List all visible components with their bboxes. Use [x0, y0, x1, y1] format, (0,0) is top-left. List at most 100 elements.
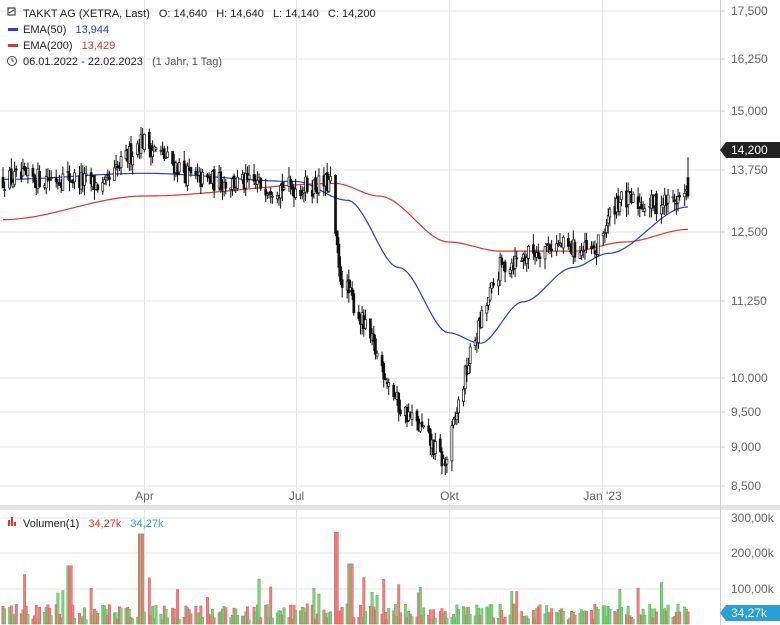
- price-badge-text: 14,200: [731, 143, 768, 157]
- volume-bar: [23, 574, 27, 625]
- candle-body: [13, 171, 16, 185]
- candle-body: [427, 425, 430, 432]
- volume-bar: [142, 611, 146, 625]
- volume-bar: [26, 614, 30, 625]
- candle-body: [678, 195, 682, 198]
- candle-body: [21, 168, 25, 177]
- candle-body: [31, 167, 35, 177]
- candle-body: [206, 174, 209, 178]
- svg-text:EMA(200) 13,429: EMA(200) 13,429: [23, 40, 115, 52]
- candle-body: [485, 305, 489, 314]
- candle-body: [103, 179, 106, 184]
- candle-body: [147, 131, 151, 149]
- candle-body: [468, 346, 472, 364]
- svg-text:Volumen(1) 34,27k: Volumen(1) 34,27k 34,27k: [23, 518, 164, 530]
- candle-body: [171, 151, 174, 164]
- candle-body: [131, 156, 135, 166]
- clock-icon: [7, 56, 17, 66]
- legend-close: C: 14,200: [328, 8, 376, 20]
- candle-body: [369, 318, 372, 339]
- volume-bar: [410, 616, 414, 625]
- candle-body: [463, 365, 467, 390]
- volume-bar: [151, 606, 155, 625]
- volume-bar: [73, 617, 76, 625]
- y-tick-label: 13,750: [731, 163, 768, 177]
- candle-body: [166, 151, 169, 158]
- candle-body: [676, 196, 680, 204]
- volume-bar: [480, 608, 484, 625]
- volume-bar: [131, 618, 135, 625]
- x-tick-label: Jul: [289, 489, 304, 503]
- volume-bar: [678, 611, 682, 625]
- volume-bar: [398, 612, 402, 625]
- volume-bar: [247, 619, 251, 625]
- candle-body: [9, 168, 13, 185]
- price-legend: TAKKT AG (XETRA, Last) O: 14,640 H: 14,6…: [7, 7, 376, 68]
- volume-bars-icon: [8, 520, 10, 526]
- volume-bar: [428, 609, 432, 625]
- volume-bar: [468, 614, 472, 625]
- volume-bar: [224, 607, 228, 625]
- volume-y-tick-label: 100,00k: [731, 582, 775, 596]
- volume-badge-text: 34,27k: [731, 606, 768, 620]
- volume-bar: [61, 590, 65, 625]
- candle-body: [606, 215, 610, 224]
- svg-text:EMA(50) 13,944: EMA(50) 13,944: [23, 24, 109, 36]
- y-tick-label: 9,500: [731, 405, 761, 419]
- candle-body: [177, 162, 181, 173]
- candle-body: [508, 269, 512, 275]
- x-tick-label: Apr: [135, 489, 154, 503]
- volume-bar: [3, 608, 7, 625]
- candle-body: [410, 412, 414, 420]
- ema50-value: 13,944: [75, 24, 109, 36]
- candle-body: [550, 248, 554, 251]
- candle-body: [142, 133, 146, 151]
- volume-bars-layer: [1, 531, 690, 625]
- volume-bar: [56, 592, 60, 625]
- instrument-chart-icon: [8, 9, 15, 14]
- candle-body: [44, 176, 48, 189]
- candle-body: [61, 173, 65, 191]
- volume-bar: [462, 606, 465, 625]
- candle-body: [601, 232, 605, 237]
- candle-body: [384, 378, 387, 381]
- candle-body: [462, 388, 465, 402]
- candle-body: [335, 230, 339, 246]
- candle-body: [675, 202, 678, 205]
- legend-high: H: 14,640: [216, 8, 264, 20]
- svg-text:06.01.2022 - 22.02.2023: 06.01.2022 - 22.02.2023 (1 Jahr, 1 Tag): [23, 56, 222, 68]
- candle-body: [114, 164, 118, 167]
- candle-body: [666, 194, 670, 204]
- volume-legend: Volumen(1) 34,27k 34,27k: [8, 517, 164, 530]
- candle-body: [244, 173, 248, 189]
- candle-body: [232, 175, 236, 188]
- candle-body: [104, 174, 108, 178]
- candle-body: [340, 279, 344, 288]
- candle-body: [415, 410, 419, 422]
- candle-body: [68, 173, 71, 182]
- candle-body: [119, 156, 123, 168]
- y-tick-label: 11,250: [731, 294, 767, 308]
- candle-body: [513, 255, 517, 269]
- volume-bar: [96, 613, 100, 625]
- candle-body: [151, 150, 154, 158]
- volume-y-tick-label: 300,00k: [731, 511, 775, 525]
- candle-body: [236, 176, 239, 189]
- candle-body: [334, 174, 337, 234]
- volume-bar: [38, 606, 41, 625]
- candle-body: [580, 250, 583, 256]
- volume-bar: [362, 577, 366, 625]
- candle-body: [182, 160, 186, 174]
- candle-body: [290, 183, 294, 190]
- ema200-value: 13,429: [82, 40, 116, 52]
- candle-body: [270, 195, 274, 198]
- candle-body: [450, 425, 454, 462]
- volume-bars-icon: [11, 517, 13, 526]
- volume-label: Volumen(1): [23, 518, 79, 530]
- candle-body: [247, 174, 251, 180]
- candle-body: [96, 184, 100, 191]
- volume-bar: [294, 610, 298, 625]
- period-interval: (1 Jahr, 1 Tag): [152, 56, 222, 68]
